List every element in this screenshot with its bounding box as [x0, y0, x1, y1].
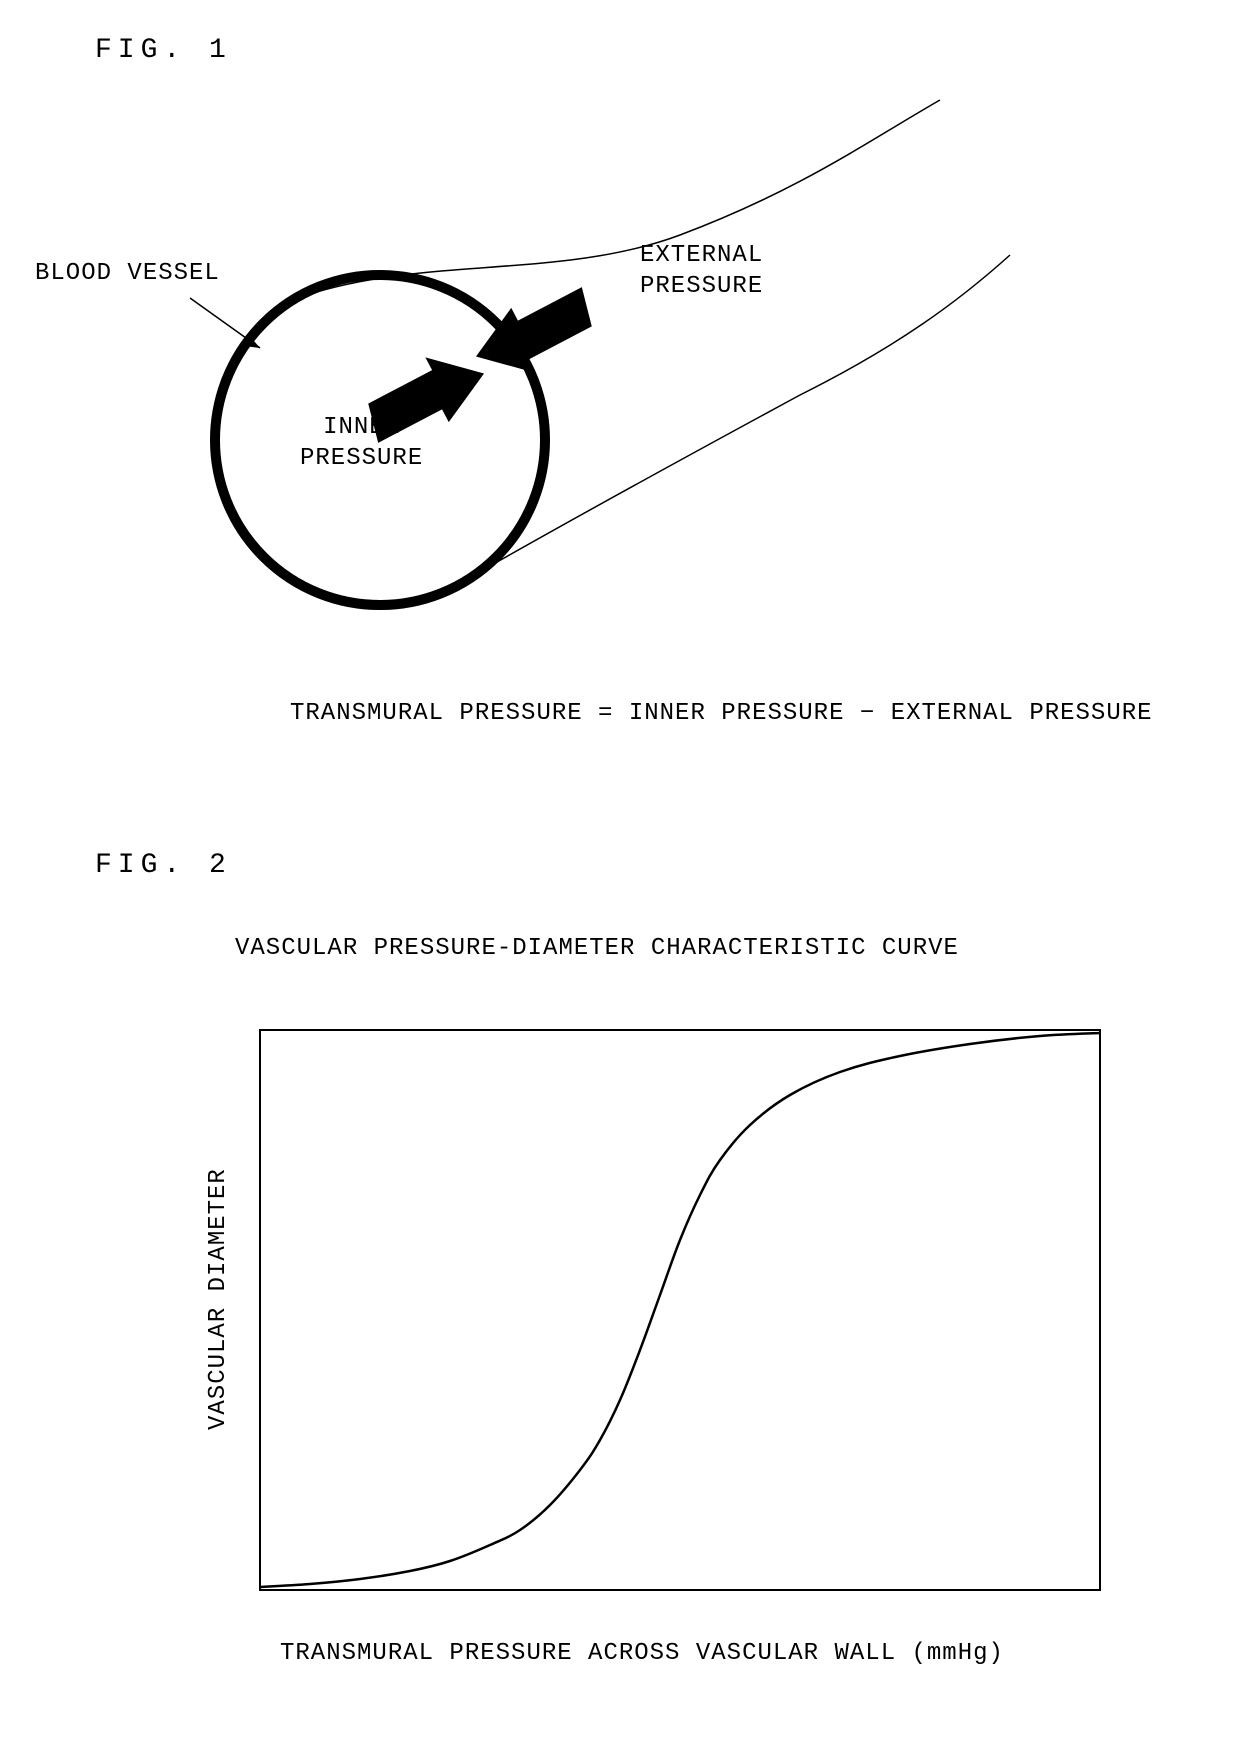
chart-box [260, 1030, 1100, 1590]
fig2-ylabel: VASCULAR DIAMETER [205, 1168, 232, 1430]
fig2-chart [0, 0, 1240, 1741]
fig2-xlabel: TRANSMURAL PRESSURE ACROSS VASCULAR WALL… [280, 1640, 1004, 1667]
